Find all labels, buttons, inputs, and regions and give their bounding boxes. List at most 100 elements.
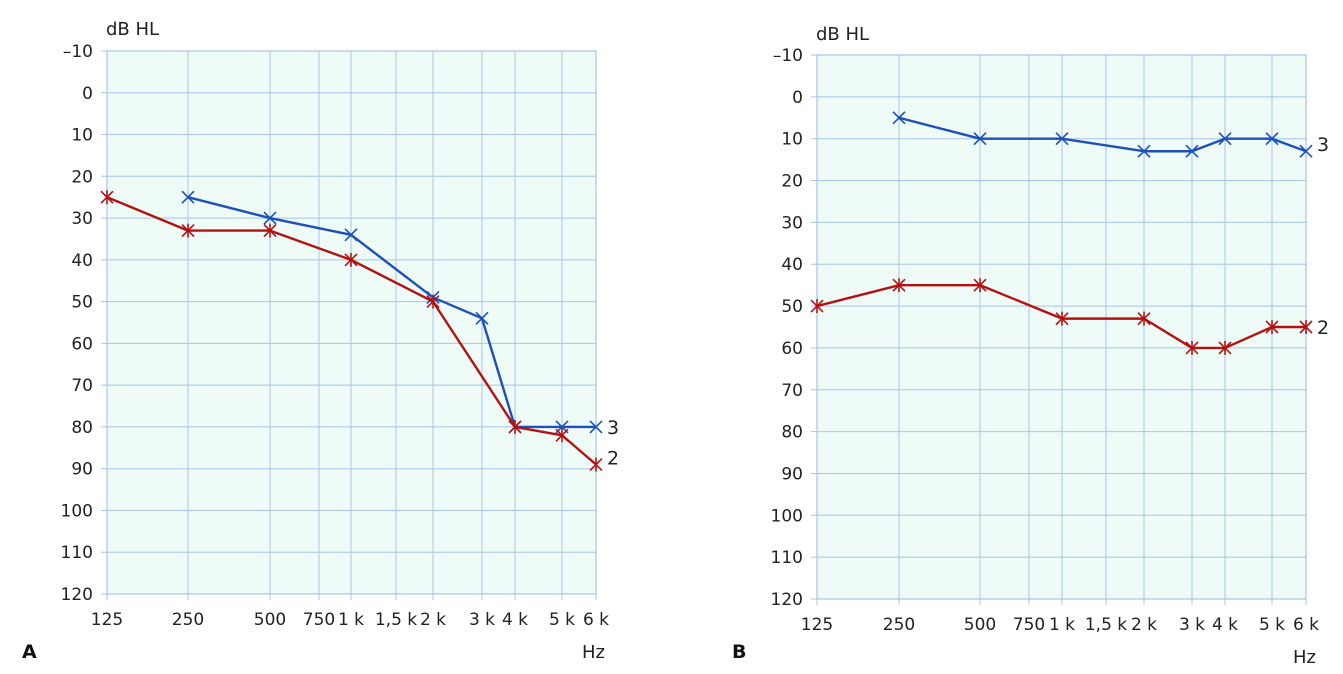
x-marker	[1265, 132, 1279, 146]
asterisk-marker	[892, 278, 906, 293]
asterisk-marker	[263, 223, 277, 238]
plot-frame	[106, 50, 597, 595]
asterisk-marker	[1055, 311, 1069, 326]
x-tick-label: 2 k	[1131, 615, 1157, 635]
asterisk-marker	[1218, 340, 1232, 355]
y-tick-label: 100	[61, 501, 93, 521]
x-tick-label: 6 k	[1293, 615, 1319, 635]
y-tick-label: 10	[781, 130, 803, 150]
x-marker	[973, 132, 987, 146]
y-tick-label: 50	[71, 293, 93, 313]
x-marker	[589, 420, 603, 434]
y-tick-label: 80	[781, 423, 803, 443]
y-axis-unit-label: dB HL	[106, 19, 159, 40]
x-tick-label: 250	[172, 610, 204, 630]
asterisk-marker	[1265, 320, 1279, 334]
y-tick-label: 30	[71, 209, 93, 229]
x-tick-label: 250	[883, 615, 915, 635]
x-tick-label: 2 k	[420, 610, 446, 630]
y-tick-label: 80	[71, 418, 93, 438]
y-tick-label: 100	[771, 506, 803, 526]
x-tick-label: 500	[964, 615, 996, 635]
x-tick-label: 750	[303, 610, 335, 630]
series-line	[106, 196, 597, 466]
y-tick-label: 10	[71, 126, 93, 146]
x-tick-label: 5 k	[1259, 615, 1285, 635]
x-tick-label: 3 k	[469, 610, 495, 630]
asterisk-marker	[508, 419, 522, 434]
y-tick-label: 50	[781, 297, 803, 317]
asterisk-marker	[1185, 340, 1199, 355]
x-tick-label: 1 k	[1049, 615, 1075, 635]
asterisk-marker	[426, 294, 440, 309]
y-tick-label: 90	[71, 460, 93, 480]
series-end-label: 2	[1317, 317, 1329, 339]
y-tick-label: –10	[773, 46, 803, 66]
series-line	[187, 196, 596, 429]
x-axis-unit-label: Hz	[582, 642, 605, 663]
series-end-label: 3	[1317, 134, 1329, 156]
y-tick-label: 90	[781, 464, 803, 484]
x-tick-label: 4 k	[1212, 615, 1238, 635]
series-2: 2	[810, 278, 1329, 355]
y-tick-label: 30	[781, 213, 803, 233]
y-tick-label: 20	[71, 167, 93, 187]
x-tick-label: 5 k	[549, 610, 575, 630]
asterisk-marker	[181, 223, 195, 238]
x-marker	[1137, 144, 1151, 158]
y-tick-label: 0	[792, 88, 803, 108]
x-axis-unit-label: Hz	[1293, 647, 1316, 668]
x-marker	[1185, 144, 1199, 158]
panel-letter: B	[732, 641, 746, 663]
x-tick-label: 125	[91, 610, 123, 630]
series-2: 2	[100, 190, 619, 472]
y-tick-label: 120	[771, 590, 803, 610]
asterisk-marker	[810, 299, 824, 314]
x-marker	[344, 228, 358, 242]
series-end-label: 3	[607, 417, 619, 439]
y-tick-label: 60	[781, 339, 803, 359]
asterisk-marker	[100, 190, 114, 205]
panel-letter: A	[22, 641, 37, 663]
x-tick-label: 750	[1013, 615, 1045, 635]
audiogram-panel-b: –10 0 10 20 30 40 50 60 70 80 90 100 110 120 125 250 500…	[732, 24, 1329, 668]
y-tick-label: –10	[63, 42, 93, 62]
x-marker	[263, 211, 277, 225]
x-marker	[1299, 144, 1313, 158]
x-tick-label: 1,5 k	[375, 610, 417, 630]
x-tick-label: 3 k	[1179, 615, 1205, 635]
x-tick-label: 500	[254, 610, 286, 630]
series-end-label: 2	[607, 448, 619, 470]
y-axis-unit-label: dB HL	[816, 24, 869, 45]
y-tick-label: 40	[71, 251, 93, 271]
series-3: 3	[892, 111, 1329, 158]
x-marker	[1055, 132, 1069, 146]
asterisk-marker	[973, 278, 987, 293]
asterisk-marker	[1137, 311, 1151, 326]
audiogram-panel-a: –10 0 10 20 30 40 50 60 70 80 90 100 110 120 125 250 500…	[22, 19, 619, 663]
asterisk-marker	[1299, 320, 1313, 334]
y-tick-label: 70	[71, 376, 93, 396]
x-marker	[181, 190, 195, 204]
y-tick-label: 60	[71, 334, 93, 354]
x-tick-label: 1 k	[338, 610, 364, 630]
y-tick-label: 40	[781, 255, 803, 275]
x-tick-label: 1,5 k	[1085, 615, 1127, 635]
x-tick-label: 125	[801, 615, 833, 635]
x-tick-label: 4 k	[502, 610, 528, 630]
x-marker	[475, 311, 489, 325]
asterisk-marker	[589, 457, 603, 472]
y-tick-label: 0	[82, 84, 93, 104]
y-tick-label: 110	[771, 548, 803, 568]
asterisk-marker	[344, 252, 358, 267]
series-line	[898, 116, 1307, 153]
y-tick-label: 110	[61, 543, 93, 563]
asterisk-marker	[555, 428, 569, 443]
y-tick-label: 70	[781, 381, 803, 401]
y-tick-label: 20	[781, 172, 803, 192]
y-tick-label: 120	[61, 585, 93, 605]
x-marker	[1218, 132, 1232, 146]
x-marker	[892, 111, 906, 125]
x-tick-label: 6 k	[583, 610, 609, 630]
